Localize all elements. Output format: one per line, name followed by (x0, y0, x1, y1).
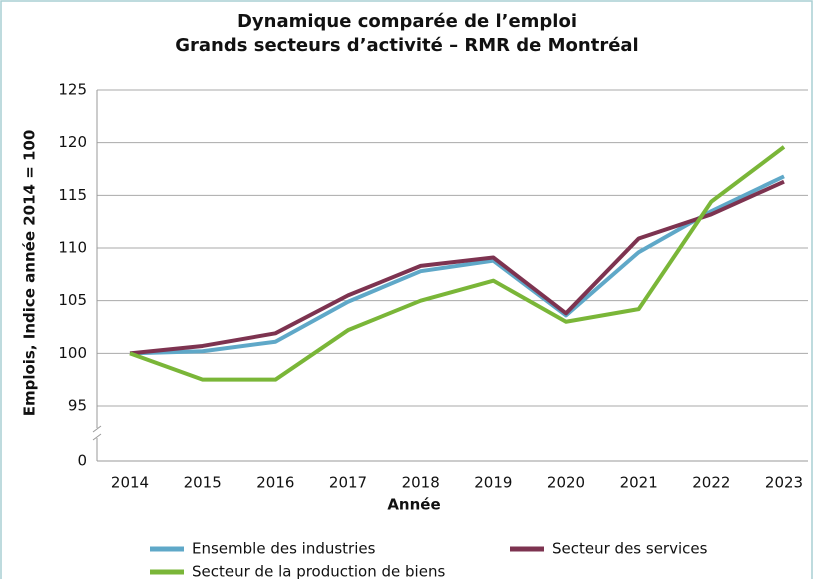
legend-label: Secteur des services (552, 540, 708, 558)
legend-label: Secteur de la production de biens (192, 563, 445, 579)
y-tick-label: 95 (68, 397, 87, 415)
y-tick-label: 125 (58, 81, 87, 99)
chart-title: Dynamique comparée de l’emploi (237, 11, 577, 32)
y-axis-title: Emplois, Indice année 2014 = 100 (21, 130, 39, 417)
x-tick-label: 2018 (402, 474, 440, 492)
legend-label: Ensemble des industries (192, 540, 376, 558)
x-tick-label: 2015 (184, 474, 222, 492)
x-tick-label: 2019 (474, 474, 512, 492)
x-tick-label: 2022 (692, 474, 730, 492)
y-tick-label: 120 (58, 133, 87, 151)
x-tick-label: 2023 (765, 474, 803, 492)
y-tick-label: 105 (58, 291, 87, 309)
x-tick-label: 2016 (256, 474, 294, 492)
series-line (129, 174, 785, 356)
axis-break (92, 425, 102, 441)
y-tick-label: 100 (58, 344, 87, 362)
x-tick-label: 2017 (329, 474, 367, 492)
chart-subtitle: Grands secteurs d’activité – RMR de Mont… (175, 35, 638, 56)
y-tick-label: 110 (58, 239, 87, 257)
x-tick-label: 2020 (547, 474, 585, 492)
y-tick-label: 115 (58, 186, 87, 204)
x-axis-title: Année (387, 496, 440, 514)
series-line (129, 145, 786, 382)
y-tick-label: 0 (77, 452, 87, 470)
x-tick-label: 2021 (620, 474, 658, 492)
x-tick-label: 2014 (111, 474, 149, 492)
series-line (129, 179, 785, 356)
